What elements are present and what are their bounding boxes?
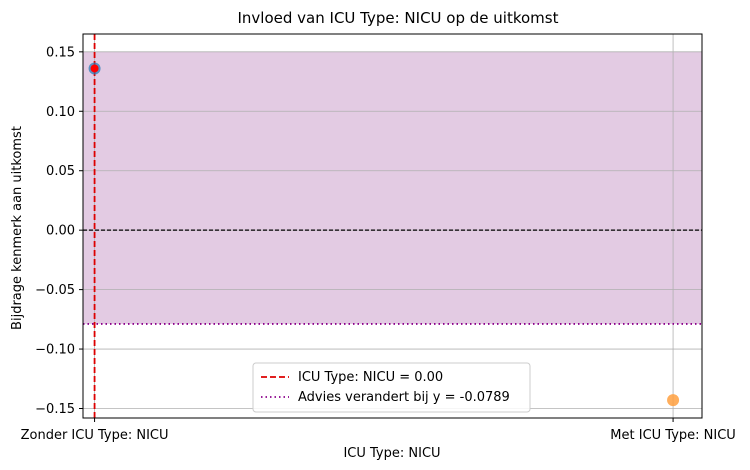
axes-frame (82, 33, 703, 419)
y-tick-label: 0.15 (46, 45, 75, 60)
axes-border (82, 33, 703, 419)
x-ticks: Zonder ICU Type: NICU Met ICU Type: NICU (21, 418, 736, 443)
y-ticks: −0.15 −0.10 −0.05 0.00 0.05 0.10 0.15 (35, 45, 83, 417)
chart-title: Invloed van ICU Type: NICU op de uitkoms… (238, 9, 559, 27)
x-tick-label: Zonder ICU Type: NICU (21, 428, 169, 443)
y-tick-label: 0.05 (46, 164, 75, 179)
series (83, 34, 702, 418)
legend-box (252, 362, 531, 413)
plot-background (83, 51, 702, 324)
legend-label-vline: ICU Type: NICU = 0.00 (298, 370, 443, 385)
y-tick-label: 0.10 (46, 105, 75, 120)
y-tick-label: −0.15 (35, 402, 75, 417)
x-tick-label: Met ICU Type: NICU (610, 428, 736, 443)
y-tick-label: −0.10 (35, 343, 75, 358)
current-point-marker (90, 64, 99, 73)
x-axis-label: ICU Type: NICU (343, 446, 440, 461)
y-axis-label: Bijdrage kenmerk aan uitkomst (10, 126, 25, 330)
y-tick-label: 0.00 (46, 224, 75, 239)
legend-label-hline: Advies verandert bij y = -0.0789 (298, 390, 510, 405)
shaded-region (83, 51, 702, 324)
legend: ICU Type: NICU = 0.00 Advies verandert b… (252, 362, 531, 413)
data-point (667, 394, 680, 407)
y-tick-label: −0.05 (35, 283, 75, 298)
